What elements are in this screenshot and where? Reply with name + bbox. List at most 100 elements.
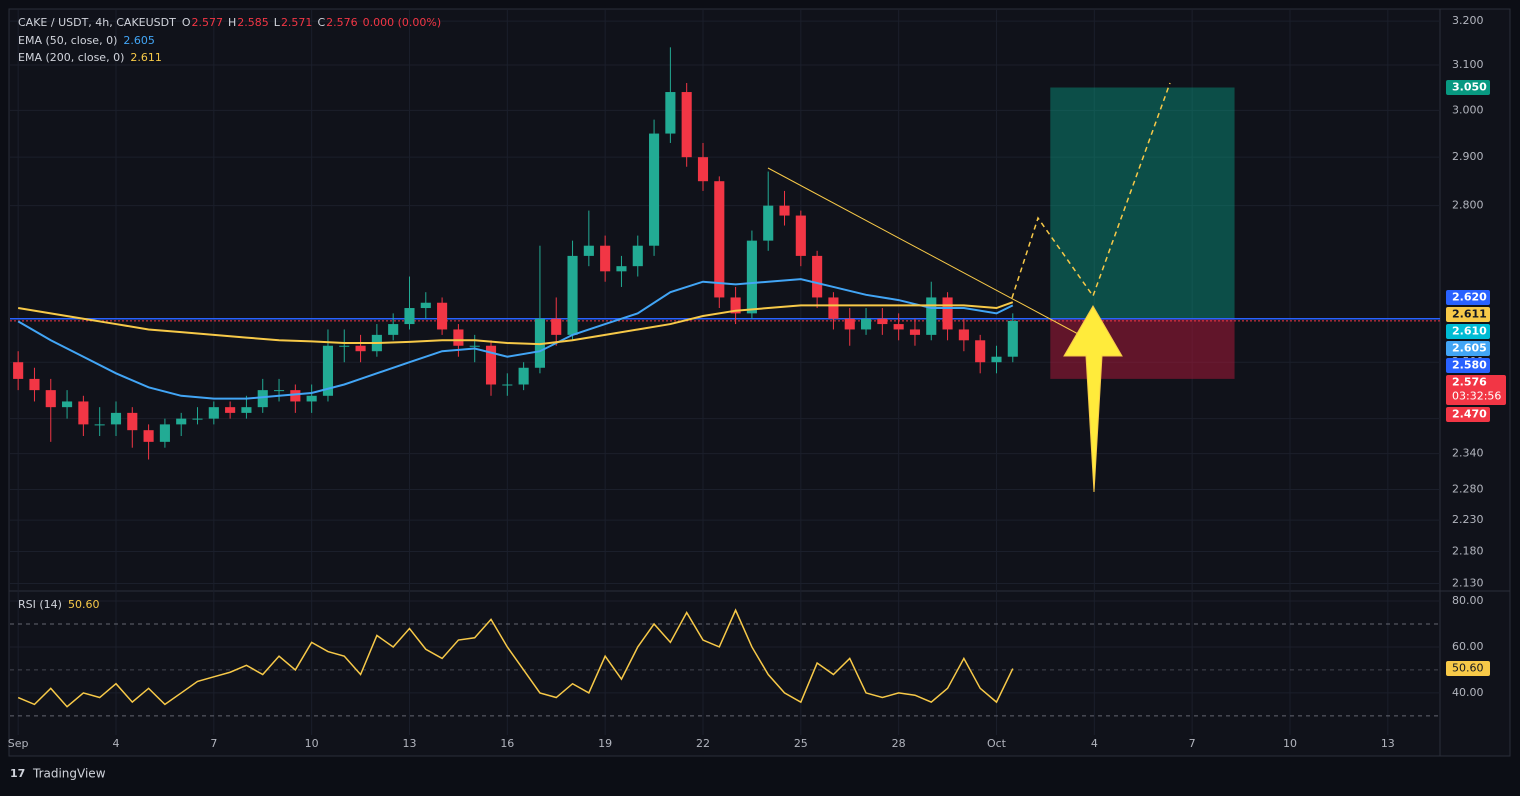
y-tick-label: 80.00 — [1452, 594, 1484, 607]
y-tick-label: 3.100 — [1452, 58, 1484, 71]
x-tick-label: 4 — [112, 737, 119, 750]
candle-body — [616, 266, 627, 272]
y-tick-label: 2.180 — [1452, 544, 1484, 557]
ohlc-value: 2.576 — [326, 16, 358, 29]
x-tick-label: 16 — [500, 737, 514, 750]
labels: Sep 4 7 10 13 16 19 22 25 28 Oct 4 7 10 13 3.200 3.100 3.… — [8, 14, 1506, 750]
price-label: 2.610 — [1452, 324, 1487, 337]
ohlc-key: L — [274, 16, 281, 29]
candle-body — [844, 318, 855, 330]
footer: 𝟭𝟳 TradingView — [10, 767, 106, 781]
candle-body — [176, 418, 187, 425]
price-label-box — [1446, 357, 1490, 373]
panel — [8, 8, 1511, 757]
x-tick-label: Oct — [987, 737, 1007, 750]
ema-line — [17, 278, 1014, 400]
ohlc-value: 2.577 — [192, 16, 224, 29]
price-label-box — [1446, 406, 1490, 422]
candle-body — [485, 345, 497, 385]
y-tick-label: 2.800 — [1452, 199, 1484, 212]
ema-name: EMA (50, close, 0) — [18, 34, 117, 47]
ema-value: 2.611 — [130, 51, 162, 64]
x-tick-label: 7 — [210, 737, 217, 750]
candle-body — [714, 181, 725, 298]
candle-body — [45, 390, 56, 408]
candle-body — [681, 92, 692, 158]
change: 0.000 (0.00%) — [363, 16, 442, 29]
candle-body — [828, 297, 839, 319]
candle-body — [877, 318, 888, 325]
candle-body — [94, 424, 105, 426]
y-tick-label: 3.000 — [1452, 103, 1484, 116]
marks — [10, 47, 1440, 708]
x-tick-label: 19 — [598, 737, 612, 750]
grid — [10, 10, 1440, 735]
candle-body — [78, 401, 89, 425]
ohlc-key: H — [228, 16, 236, 29]
x-tick-label: 13 — [1381, 737, 1395, 750]
candle-body — [110, 412, 122, 425]
ema-line — [17, 301, 1014, 346]
x-tick-label: 10 — [305, 737, 319, 750]
candle-body — [127, 412, 138, 431]
y-tick-label: 40.00 — [1452, 686, 1484, 699]
ohlc-value: 2.585 — [237, 16, 269, 29]
candle-body — [893, 324, 904, 330]
candle-body — [241, 407, 252, 413]
candle-body — [600, 245, 611, 272]
rsi-last-label: 50.60 — [1452, 662, 1484, 675]
candle-body — [290, 390, 301, 402]
candle-body — [208, 407, 219, 419]
candle-body — [583, 245, 594, 256]
candle-body — [13, 362, 24, 379]
rsi-value: 50.60 — [68, 598, 100, 611]
candle-body — [469, 345, 480, 347]
candle-body — [649, 133, 660, 246]
price-label: 2.605 — [1452, 341, 1487, 354]
price-label-box — [1446, 306, 1490, 322]
candle-body — [632, 245, 643, 267]
candle-body — [159, 424, 170, 442]
price-label-box — [1446, 289, 1490, 305]
candle-body — [192, 418, 203, 420]
x-tick-label: 25 — [794, 737, 808, 750]
y-tick-label: 2.340 — [1452, 447, 1484, 460]
price-label-box — [1446, 80, 1490, 96]
countdown: 03:32:56 — [1452, 389, 1501, 402]
candle-body — [388, 324, 399, 335]
candle-body — [795, 215, 806, 256]
price-label: 2.611 — [1452, 307, 1487, 320]
candle-body — [518, 367, 529, 385]
candle-body — [453, 329, 464, 346]
candle-body — [991, 356, 1002, 363]
candle-body — [812, 255, 823, 298]
candle-body — [763, 205, 774, 241]
candle-body — [29, 378, 40, 391]
y-tick-label: 2.280 — [1452, 482, 1484, 495]
candle-body — [339, 345, 350, 347]
projection — [1011, 82, 1171, 299]
ohlc-value: 2.571 — [281, 16, 313, 29]
x-tick-label: 28 — [892, 737, 906, 750]
candle-body — [355, 345, 366, 352]
candle-body — [567, 255, 578, 335]
x-tick-label: 13 — [402, 737, 416, 750]
rsi-line — [17, 608, 1014, 708]
candle-body — [273, 390, 285, 392]
candle-body — [926, 297, 937, 335]
trendline — [767, 167, 1081, 336]
price-label: 3.050 — [1452, 81, 1487, 94]
arrow — [1063, 305, 1123, 493]
y-tick-label: 2.130 — [1452, 576, 1484, 589]
price-label: 2.576 — [1452, 375, 1487, 388]
x-tick-label: Sep — [8, 737, 29, 750]
candle-body — [420, 302, 431, 309]
target-zone — [1050, 87, 1235, 319]
candle-body — [942, 297, 953, 330]
brand: TradingView — [32, 767, 106, 781]
price-label: 2.620 — [1452, 290, 1487, 303]
candle-body — [730, 297, 741, 314]
candle-body — [322, 345, 334, 396]
price-label: 2.470 — [1452, 407, 1487, 420]
candle-body — [143, 430, 154, 442]
